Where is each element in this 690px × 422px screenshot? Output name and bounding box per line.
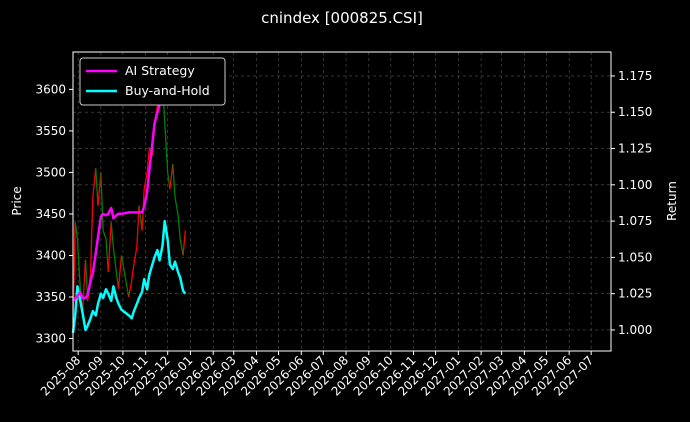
- price-segment: [107, 222, 112, 273]
- price-segment: [74, 222, 79, 239]
- price-segment: [95, 168, 99, 206]
- price-segment: [143, 172, 148, 190]
- price-segment: [138, 205, 143, 231]
- y2-tick-label: 1.025: [618, 287, 652, 301]
- price-segment: [120, 255, 130, 298]
- y-tick-label: 3500: [35, 165, 66, 179]
- price-segment: [131, 263, 135, 281]
- price-segment: [97, 172, 102, 206]
- legend-ai-label: AI Strategy: [125, 63, 195, 78]
- price-segment: [169, 164, 174, 190]
- price-segment: [105, 238, 109, 273]
- y2-tick-label: 1.075: [618, 214, 652, 228]
- y2-tick-label: 1.125: [618, 142, 652, 156]
- price-segment: [81, 259, 87, 314]
- price-segment: [112, 247, 117, 273]
- price-segment: [117, 255, 123, 289]
- chart-title: cnindex [000825.CSI]: [261, 9, 423, 27]
- price-segment: [164, 122, 169, 173]
- y-tick-label: 3550: [35, 124, 66, 138]
- y2-axis-title: Return: [665, 181, 679, 221]
- y2-tick-label: 1.000: [618, 323, 652, 337]
- price-segment: [133, 247, 138, 264]
- price-segment: [172, 164, 176, 198]
- price-segment: [128, 280, 133, 298]
- price-segment: [179, 238, 184, 256]
- left-axis: 3300 3350 3400 3450 3500 3550 3600: [35, 82, 73, 346]
- buy-and-hold-line: [71, 219, 187, 334]
- y-tick-label: 3300: [35, 332, 66, 346]
- y2-tick-label: 1.175: [618, 69, 652, 83]
- plot-frame: [72, 51, 612, 352]
- price-segment: [167, 172, 171, 190]
- y-tick-label: 3350: [35, 290, 66, 304]
- y2-tick-label: 1.100: [618, 178, 652, 192]
- buy-and-hold-series: [71, 219, 187, 334]
- y-tick-label: 3600: [35, 82, 66, 96]
- price-segment: [89, 197, 94, 273]
- price-segment: [102, 230, 107, 240]
- right-axis: 1.000 1.025 1.050 1.075 1.100 1.125 1.150 1.175: [611, 69, 652, 337]
- price-segment: [92, 168, 97, 198]
- price-segment: [174, 197, 179, 215]
- y-tick-label: 3400: [35, 248, 66, 262]
- price-segment: [110, 222, 115, 248]
- y-axis-title: Price: [10, 186, 24, 215]
- y-tick-label: 3450: [35, 207, 66, 221]
- price-segment: [182, 230, 186, 256]
- y2-tick-label: 1.150: [618, 105, 652, 119]
- price-segment: [177, 213, 181, 239]
- price-segment: [76, 238, 81, 289]
- legend: AI Strategy Buy-and-Hold: [79, 57, 226, 106]
- legend-bh-label: Buy-and-Hold: [125, 83, 210, 98]
- y2-tick-label: 1.050: [618, 250, 652, 264]
- price-segment: [100, 172, 104, 231]
- price-segment: [146, 147, 150, 173]
